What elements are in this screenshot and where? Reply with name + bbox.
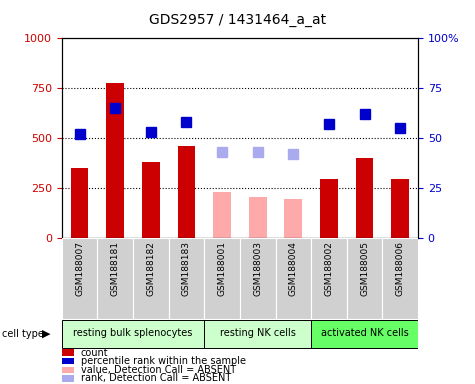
FancyBboxPatch shape — [133, 238, 169, 319]
Bar — [356, 158, 373, 238]
FancyBboxPatch shape — [347, 238, 382, 319]
Text: value, Detection Call = ABSENT: value, Detection Call = ABSENT — [81, 365, 236, 375]
Bar — [178, 146, 195, 238]
Bar — [285, 199, 302, 238]
Text: GSM188005: GSM188005 — [360, 241, 369, 296]
FancyBboxPatch shape — [62, 320, 204, 348]
Bar — [249, 197, 266, 238]
Text: GSM188007: GSM188007 — [75, 241, 84, 296]
Text: cell type: cell type — [2, 329, 44, 339]
Text: GSM188006: GSM188006 — [396, 241, 405, 296]
Text: GSM188001: GSM188001 — [218, 241, 227, 296]
Text: GSM188003: GSM188003 — [253, 241, 262, 296]
FancyBboxPatch shape — [204, 320, 311, 348]
FancyBboxPatch shape — [240, 238, 276, 319]
Bar — [142, 162, 160, 238]
Bar — [213, 192, 231, 238]
Text: GSM188004: GSM188004 — [289, 241, 298, 296]
Bar — [62, 376, 74, 382]
Text: GSM188181: GSM188181 — [111, 241, 120, 296]
FancyBboxPatch shape — [311, 320, 418, 348]
Bar — [62, 367, 74, 373]
Bar — [62, 358, 74, 364]
FancyBboxPatch shape — [204, 238, 240, 319]
Bar — [71, 168, 88, 238]
Bar — [320, 179, 338, 238]
Text: GSM188183: GSM188183 — [182, 241, 191, 296]
FancyBboxPatch shape — [169, 238, 204, 319]
FancyBboxPatch shape — [97, 238, 133, 319]
Bar — [106, 83, 124, 238]
Text: resting NK cells: resting NK cells — [220, 328, 295, 338]
FancyBboxPatch shape — [382, 238, 418, 319]
Text: activated NK cells: activated NK cells — [321, 328, 408, 338]
Text: percentile rank within the sample: percentile rank within the sample — [81, 356, 246, 366]
Bar — [391, 179, 409, 238]
FancyBboxPatch shape — [276, 238, 311, 319]
Text: count: count — [81, 348, 108, 358]
Bar — [62, 349, 74, 356]
FancyBboxPatch shape — [62, 238, 97, 319]
Text: GSM188002: GSM188002 — [324, 241, 333, 296]
Text: ▶: ▶ — [42, 329, 50, 339]
Text: rank, Detection Call = ABSENT: rank, Detection Call = ABSENT — [81, 374, 231, 384]
Text: resting bulk splenocytes: resting bulk splenocytes — [73, 328, 193, 338]
Text: GDS2957 / 1431464_a_at: GDS2957 / 1431464_a_at — [149, 13, 326, 27]
Text: GSM188182: GSM188182 — [146, 241, 155, 296]
FancyBboxPatch shape — [311, 238, 347, 319]
